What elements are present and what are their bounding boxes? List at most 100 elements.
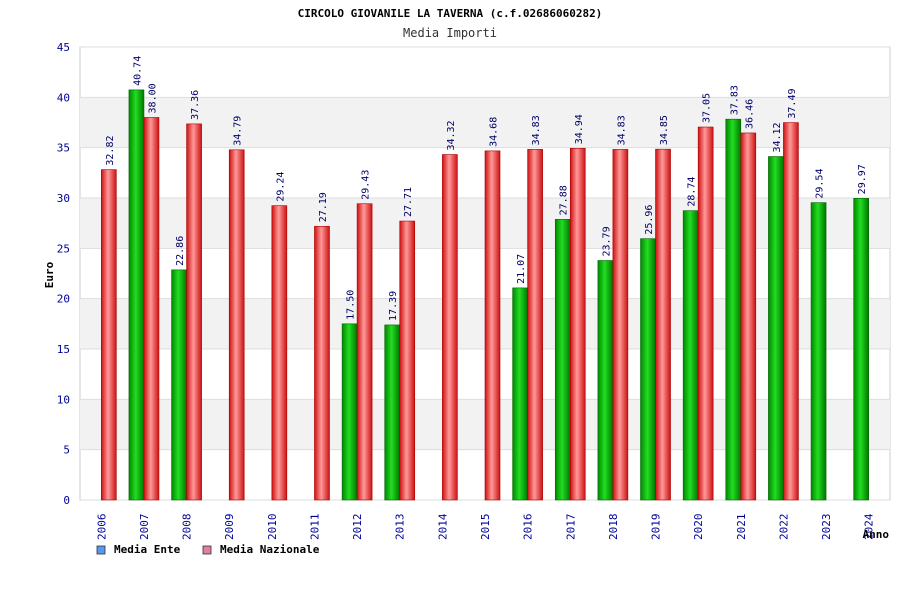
x-tick-label: 2021 (735, 514, 748, 541)
bar-value-label: 38.00 (147, 83, 158, 113)
bar-media-nazionale-2010 (271, 205, 288, 501)
legend-label-media-ente: Media Ente (114, 543, 181, 556)
bar-media-ente-2012 (341, 323, 358, 501)
bar-media-ente-2022 (768, 156, 784, 501)
bar-value-label: 27.71 (403, 187, 414, 217)
bar-value-label: 29.97 (857, 164, 868, 194)
bar-media-nazionale-2018 (612, 149, 629, 501)
bar-media-nazionale-2016 (527, 149, 543, 501)
y-axis-ticks: 0 5 10 15 20 25 30 35 40 45 (57, 41, 70, 507)
bar-value-label: 36.46 (744, 99, 755, 129)
bar-media-nazionale-2008 (186, 123, 202, 501)
x-tick-label: 2018 (607, 514, 620, 541)
y-tick-label: 10 (57, 393, 70, 406)
bar-value-label: 25.96 (644, 205, 655, 235)
bar-value-label: 17.50 (346, 290, 357, 320)
x-tick-label: 2020 (692, 514, 705, 541)
bar-value-label: 34.79 (233, 116, 244, 146)
y-tick-label: 20 (57, 293, 70, 306)
bar-media-ente-2016 (512, 287, 528, 501)
x-tick-label: 2012 (351, 514, 364, 541)
bar-media-ente-2019 (640, 238, 656, 501)
bar-value-label: 32.82 (105, 136, 116, 166)
bar-media-nazionale-2017 (569, 147, 586, 501)
y-tick-label: 0 (63, 494, 70, 507)
bar-media-ente-2020 (682, 210, 699, 501)
bar-value-label: 29.43 (361, 170, 372, 200)
bar-value-label: 37.83 (729, 85, 740, 115)
chart-title: CIRCOLO GIOVANILE LA TAVERNA (c.f.026860… (298, 7, 603, 20)
bar-media-nazionale-2022 (783, 122, 799, 501)
bar-value-label: 37.05 (702, 93, 713, 123)
y-tick-label: 25 (57, 242, 70, 255)
bar-media-ente-2018 (597, 260, 614, 501)
bar-value-label: 34.85 (659, 115, 670, 145)
bars-group (101, 89, 869, 501)
x-tick-label: 2014 (436, 513, 449, 540)
bar-media-nazionale-2012 (356, 203, 373, 501)
y-tick-label: 5 (63, 444, 70, 457)
x-tick-label: 2017 (564, 514, 577, 541)
bar-media-ente-2013 (384, 324, 401, 501)
bar-media-nazionale-2013 (399, 220, 416, 501)
bar-value-label: 27.19 (318, 192, 329, 222)
bar-media-nazionale-2021 (740, 132, 757, 501)
bar-media-nazionale-2019 (655, 148, 671, 501)
bar-media-nazionale-2015 (484, 150, 501, 501)
x-axis-ticks: 2006 2007 2008 2009 2010 2011 2012 2013 2014 2015… (95, 513, 875, 540)
x-tick-label: 2015 (479, 514, 492, 541)
x-axis-label: Anno (863, 528, 890, 541)
bar-value-label: 28.74 (687, 177, 698, 207)
x-tick-label: 2024 (863, 513, 876, 540)
x-tick-label: 2016 (522, 514, 535, 541)
bar-media-nazionale-2009 (228, 149, 245, 501)
x-tick-label: 2009 (223, 514, 236, 541)
legend-swatch-media-ente (96, 545, 106, 555)
legend-swatch-media-nazionale (202, 545, 212, 555)
bar-media-nazionale-2006 (101, 169, 117, 501)
y-tick-label: 40 (57, 91, 70, 104)
y-tick-label: 45 (57, 41, 70, 54)
x-tick-label: 2006 (95, 514, 108, 541)
bar-value-label: 37.36 (190, 90, 201, 120)
x-tick-label: 2007 (138, 514, 151, 541)
bar-media-nazionale-2007 (143, 117, 160, 501)
bar-value-label: 34.32 (446, 120, 457, 150)
chart-subtitle: Media Importi (403, 26, 497, 40)
bar-value-label: 37.49 (787, 88, 798, 118)
x-tick-label: 2019 (650, 514, 663, 541)
bar-value-label: 40.74 (132, 56, 143, 86)
x-tick-label: 2022 (777, 514, 790, 541)
bar-media-nazionale-2014 (442, 154, 458, 501)
bar-media-nazionale-2011 (314, 225, 330, 501)
legend-label-media-nazionale: Media Nazionale (220, 543, 320, 556)
bar-media-ente-2007 (128, 89, 145, 501)
x-tick-label: 2011 (308, 514, 321, 541)
bar-value-label: 34.94 (574, 114, 585, 144)
bar-media-ente-2008 (171, 269, 187, 501)
bar-value-label: 17.39 (388, 291, 399, 321)
bar-value-label: 22.86 (175, 236, 186, 266)
x-tick-label: 2013 (394, 514, 407, 541)
y-axis-label: Euro (43, 261, 56, 288)
bar-value-label: 34.83 (616, 115, 627, 145)
x-tick-label: 2008 (181, 514, 194, 541)
bar-value-label: 29.54 (815, 169, 826, 199)
bar-media-nazionale-2020 (697, 126, 714, 501)
bar-value-label: 34.12 (772, 122, 783, 152)
bar-media-ente-2024 (853, 198, 869, 501)
y-tick-label: 30 (57, 192, 70, 205)
legend: Media Ente Media Nazionale (96, 543, 320, 556)
y-tick-label: 15 (57, 343, 70, 356)
bar-value-label: 34.83 (531, 115, 542, 145)
x-tick-label: 2010 (266, 514, 279, 541)
bar-value-label: 27.88 (559, 185, 570, 215)
bar-value-label: 34.68 (489, 117, 500, 147)
bar-media-ente-2017 (554, 219, 571, 501)
bar-value-label: 21.07 (516, 254, 527, 284)
bar-value-label: 23.79 (601, 226, 612, 256)
bar-media-ente-2023 (810, 202, 827, 501)
y-tick-label: 35 (57, 142, 70, 155)
bar-media-ente-2021 (725, 118, 742, 501)
